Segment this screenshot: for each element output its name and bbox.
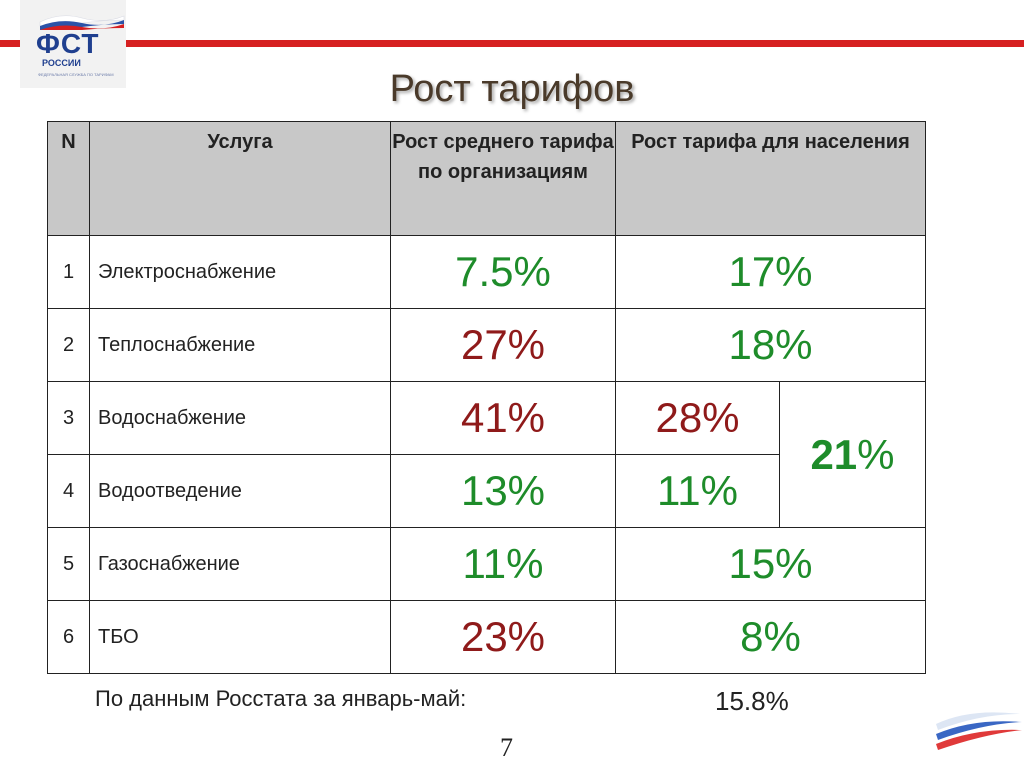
table-row: 2 Теплоснабжение 27% 18% [47,308,926,382]
table-row: 3 Водоснабжение 41% 28% 21% [47,381,926,528]
header-n: N [47,121,90,236]
fst-logo: ФСТ РОССИИ ФЕДЕРАЛЬНАЯ СЛУЖБА ПО ТАРИФАМ [20,0,126,88]
population-growth-value: 28% [615,381,780,455]
service-name: Водоотведение [89,454,391,528]
population-growth-value: 8% [615,600,926,674]
service-name: Водоснабжение [89,381,391,455]
flag-icon [39,15,125,30]
table-row: 6 ТБО 23% 8% [47,600,926,674]
page-number: 7 [500,733,513,762]
combined-water-growth: 21% [779,381,926,528]
header-population-growth: Рост тарифа для населения [615,121,926,236]
logo-brand: ФСТ [36,28,100,59]
table-row: 4 Водоотведение 13% 11% [47,454,926,528]
tariff-table: N Услуга Рост среднего тарифа по организ… [47,121,926,674]
population-growth-value: 11% [615,454,780,528]
flag-swoosh-icon [936,712,1022,750]
row-number: 2 [47,308,90,382]
avg-growth-value: 11% [390,527,616,601]
avg-growth-value: 23% [390,600,616,674]
avg-growth-value: 13% [390,454,616,528]
row-number: 1 [47,235,90,309]
service-name: Теплоснабжение [89,308,391,382]
population-growth-value: 17% [615,235,926,309]
row-number: 6 [47,600,90,674]
service-name: Газоснабжение [89,527,391,601]
header-rule-left [0,40,20,47]
logo-subtitle: РОССИИ [42,58,81,68]
table-header-row: N Услуга Рост среднего тарифа по организ… [47,121,926,236]
population-growth-value: 15% [615,527,926,601]
table-row: 5 Газоснабжение 11% 15% [47,527,926,601]
rosstat-value: 15.8% [715,686,789,716]
table-row: 1 Электроснабжение 7.5% 17% [47,235,926,309]
service-name: ТБО [89,600,391,674]
row-number: 3 [47,381,90,455]
avg-growth-value: 27% [390,308,616,382]
header-rule-right [126,40,1024,47]
rosstat-note: По данным Росстата за январь-май: [95,686,467,711]
population-growth-value: 18% [615,308,926,382]
avg-growth-value: 7.5% [390,235,616,309]
logo-tagline: ФЕДЕРАЛЬНАЯ СЛУЖБА ПО ТАРИФАМ [38,72,114,77]
combined-water-unit: % [857,430,895,478]
service-name: Электроснабжение [89,235,391,309]
header-avg-growth: Рост среднего тарифа по организациям [390,121,616,236]
header-service: Услуга [89,121,391,236]
row-number: 5 [47,527,90,601]
combined-water-number: 21 [810,430,858,478]
row-number: 4 [47,454,90,528]
avg-growth-value: 41% [390,381,616,455]
slide-title: Рост тарифов [389,68,635,110]
